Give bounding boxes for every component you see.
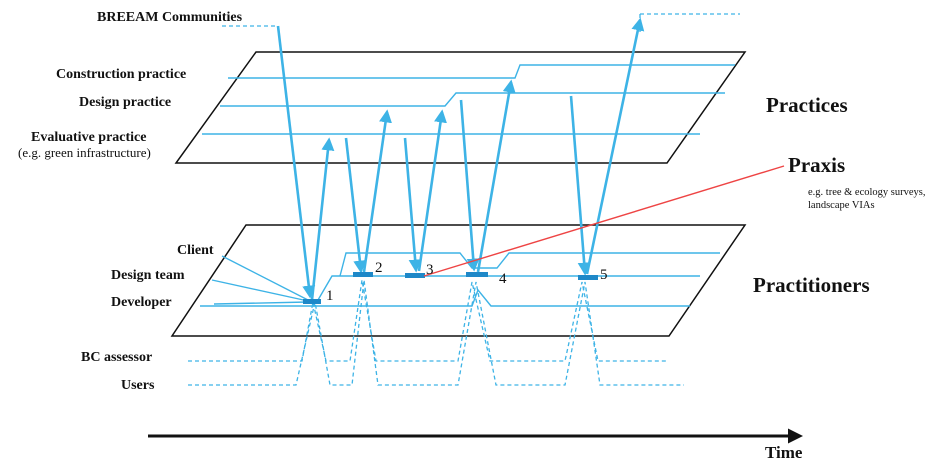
event-number-4: 4 bbox=[499, 271, 507, 287]
evaluative-practice-label: Evaluative practice bbox=[31, 130, 146, 145]
bc-assessor-dashed-line bbox=[188, 279, 668, 362]
event-marker-2 bbox=[353, 272, 373, 277]
client-label: Client bbox=[177, 243, 214, 258]
time-label: Time bbox=[765, 443, 803, 462]
design-team-label: Design team bbox=[111, 268, 185, 283]
practitioner-converge-lines bbox=[211, 255, 309, 305]
design-practice-line bbox=[220, 92, 725, 107]
breeam-label: BREEAM Communities bbox=[97, 10, 243, 25]
design-practice-label: Design practice bbox=[79, 95, 171, 110]
praxis-heading: Praxis bbox=[788, 153, 845, 177]
practices-heading: Practices bbox=[766, 93, 848, 117]
practitioners-plane bbox=[170, 224, 747, 337]
construction-practice-label: Construction practice bbox=[56, 67, 186, 82]
event-number-5: 5 bbox=[600, 267, 608, 283]
evaluative-practice-sublabel: (e.g. green infrastructure) bbox=[18, 145, 151, 160]
developer-line bbox=[200, 288, 690, 307]
event-marker-1 bbox=[303, 299, 321, 304]
users-dashed-line bbox=[188, 279, 684, 386]
praxis-sublabel-2: landscape VIAs bbox=[808, 200, 875, 211]
developer-label: Developer bbox=[111, 295, 172, 310]
event-number-1: 1 bbox=[326, 288, 334, 304]
bc-assessor-label: BC assessor bbox=[81, 350, 152, 365]
construction-practice-line bbox=[228, 64, 735, 79]
event-marker-4 bbox=[466, 272, 488, 277]
event-marker-5 bbox=[578, 275, 598, 280]
praxis-sublabel-1: e.g. tree & ecology surveys, bbox=[808, 187, 926, 198]
practitioners-heading: Practitioners bbox=[753, 273, 870, 297]
event-markers bbox=[303, 272, 598, 304]
practices-plane bbox=[174, 51, 747, 164]
vertical-arrows bbox=[276, 17, 645, 301]
client-line bbox=[339, 252, 720, 277]
users-label: Users bbox=[121, 378, 155, 393]
design-team-line bbox=[317, 275, 700, 301]
event-number-2: 2 bbox=[375, 260, 383, 276]
event-number-3: 3 bbox=[426, 262, 434, 278]
event-marker-3 bbox=[405, 273, 425, 278]
praxis-connector-line bbox=[423, 165, 785, 277]
